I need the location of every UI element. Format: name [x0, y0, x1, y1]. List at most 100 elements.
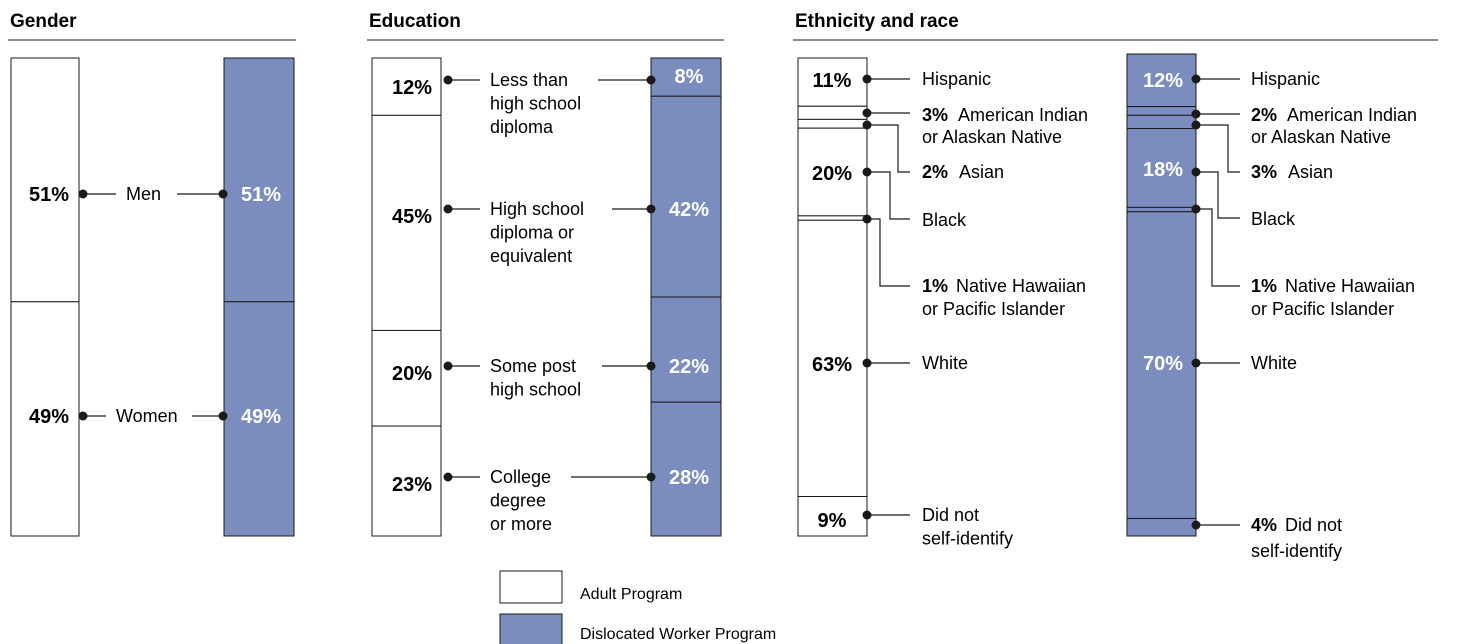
bar-ethnicity-dislocated-4 [1126, 206, 1197, 213]
ethnicity-category-label: Did not [922, 505, 979, 525]
bar-education-dislocated-1 [650, 95, 722, 298]
ethnicity-dislocated-inline-pct: 3% [1251, 162, 1277, 182]
gender-dislocated-value: 49% [241, 406, 281, 428]
education-category-label: equivalent [490, 246, 572, 266]
ethnicity-dislocated-inline-pct: 1% [1251, 276, 1277, 296]
legend: Adult Program Dislocated Worker Program [499, 570, 776, 644]
ethnicity-category-label: Hispanic [1251, 69, 1320, 89]
bar-education-dislocated-2 [650, 296, 722, 403]
education-category-label: degree [490, 491, 546, 511]
ethnicity-category-label: Asian [959, 162, 1004, 182]
gender-dislocated-value: 51% [241, 184, 281, 206]
ethnicity-category-label: Did not [1285, 515, 1342, 535]
bar-education-adult-2 [371, 329, 442, 427]
education-category-label: Some post [490, 356, 576, 376]
ethnicity-category-label: American Indian [1287, 105, 1417, 125]
ethnicity-category-label: Black [1251, 209, 1296, 229]
ethnicity-category-label: American Indian [958, 105, 1088, 125]
ethnicity-category-label: Black [922, 210, 967, 230]
gender-category-label: Men [126, 184, 161, 204]
ethnicity-adult-value: 11% [813, 70, 852, 92]
education-category-label: College [490, 467, 551, 487]
education-title: Education [369, 11, 461, 32]
ethnicity-category-label: Native Hawaiian [1285, 276, 1415, 296]
bar-ethnicity-dislocated-5 [1126, 211, 1197, 519]
education-category-label: or more [490, 514, 552, 534]
ethnicity-dislocated-inline-pct: 4% [1251, 515, 1277, 535]
bar-education-adult-3 [371, 425, 442, 537]
bar-ethnicity-adult-5 [797, 219, 868, 498]
ethnicity-category-label: or Pacific Islander [922, 299, 1065, 319]
ethnicity-leader-line [867, 171, 910, 220]
bar-ethnicity-adult-2 [797, 118, 868, 129]
ethnicity-category-label: Native Hawaiian [956, 276, 1086, 296]
ethnicity-dislocated-value: 12% [1143, 70, 1183, 92]
education-leader-dot [646, 472, 656, 482]
legend-swatch-adult [499, 570, 563, 604]
bar-ethnicity-adult-6 [797, 496, 868, 537]
education-category-label: high school [490, 380, 581, 400]
ethnicity-title: Ethnicity and race [795, 11, 959, 32]
ethnicity-category-label: Hispanic [922, 69, 991, 89]
education-dislocated-value: 42% [669, 199, 709, 221]
bar-ethnicity-adult-1 [797, 105, 868, 120]
bar-ethnicity-adult-0 [797, 57, 868, 107]
education-dislocated-value: 22% [669, 356, 709, 378]
gender-adult-value: 49% [29, 406, 69, 428]
ethnicity-category-label: Asian [1288, 162, 1333, 182]
legend-swatch-dislocated [499, 613, 563, 644]
bar-education-dislocated-0 [650, 57, 722, 97]
education-dislocated-value: 8% [675, 66, 704, 88]
bar-ethnicity-dislocated-0 [1126, 53, 1197, 108]
ethnicity-adult-inline-pct: 3% [922, 105, 948, 125]
ethnicity-dislocated-inline-pct: 2% [1251, 105, 1277, 125]
ethnicity-leader-line [1196, 208, 1240, 287]
bar-gender-dislocated-0 [223, 57, 295, 303]
ethnicity-category-label: White [1251, 353, 1297, 373]
gender-adult-value: 51% [29, 184, 69, 206]
bar-education-adult-0 [371, 57, 442, 116]
ethnicity-category-label: self-identify [1251, 541, 1342, 561]
ethnicity-category-label: White [922, 353, 968, 373]
education-adult-value: 45% [392, 206, 432, 228]
education-leader-dot [646, 204, 656, 214]
ethnicity-leader-line [867, 218, 910, 287]
ethnicity-adult-inline-pct: 2% [922, 162, 948, 182]
chart-marks: 51% Men 51% 49% Women 49% 12% Less than high sch… [8, 39, 1438, 561]
bar-gender-adult-0 [10, 57, 80, 303]
education-category-label: high school [490, 94, 581, 114]
ethnicity-category-label: self-identify [922, 529, 1013, 549]
ethnicity-category-label: or Pacific Islander [1251, 299, 1394, 319]
ethnicity-dislocated-value: 70% [1143, 353, 1183, 375]
ethnicity-leader-line [1196, 124, 1240, 173]
education-adult-value: 12% [392, 77, 432, 99]
gender-category-label: Women [116, 406, 178, 426]
ethnicity-category-label: or Alaskan Native [1251, 127, 1391, 147]
education-leader-dot [646, 75, 656, 85]
bar-ethnicity-adult-4 [797, 215, 868, 221]
gender-leader-dot [218, 189, 228, 199]
bar-gender-dislocated-1 [223, 301, 295, 537]
ethnicity-dislocated-value: 18% [1143, 159, 1183, 181]
education-category-label: diploma or [490, 223, 574, 243]
ethnicity-adult-inline-pct: 1% [922, 276, 948, 296]
ethnicity-adult-value: 20% [812, 163, 852, 185]
education-category-label: diploma [490, 117, 554, 137]
gender-leader-dot [218, 411, 228, 421]
bar-ethnicity-dislocated-3 [1126, 127, 1197, 208]
ethnicity-adult-value: 9% [818, 510, 847, 532]
ethnicity-leader-line [1196, 171, 1240, 219]
bar-ethnicity-dislocated-6 [1126, 517, 1197, 537]
bar-education-adult-1 [371, 114, 442, 331]
education-category-label: High school [490, 199, 584, 219]
bar-ethnicity-dislocated-2 [1126, 114, 1197, 129]
legend-label-dislocated: Dislocated Worker Program [580, 626, 776, 643]
ethnicity-leader-line [867, 124, 910, 173]
bar-ethnicity-dislocated-1 [1126, 106, 1197, 116]
bar-gender-adult-1 [10, 301, 80, 537]
education-adult-value: 20% [392, 363, 432, 385]
legend-label-adult: Adult Program [580, 586, 682, 603]
gender-title: Gender [10, 11, 77, 32]
education-category-label: Less than [490, 70, 568, 90]
